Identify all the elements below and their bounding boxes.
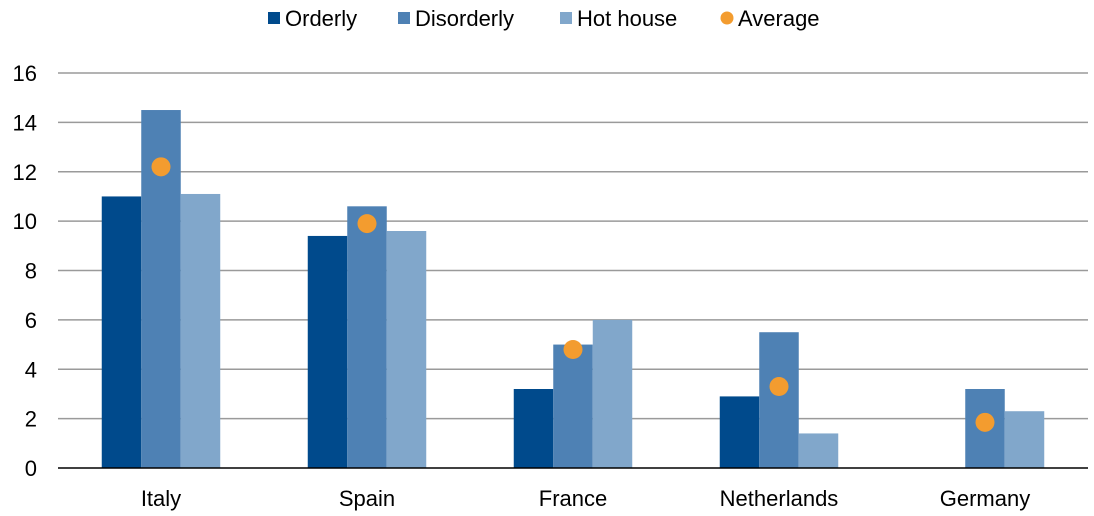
bar-orderly-italy <box>101 196 142 468</box>
bar-hot-house-netherlands <box>798 433 839 468</box>
average-point-italy <box>151 157 171 177</box>
bar-hot-house-germany <box>1004 411 1045 468</box>
y-tick-label: 14 <box>13 110 37 135</box>
x-axis: Italy Spain France Netherlands Germany <box>58 467 1088 511</box>
legend-swatch <box>720 11 734 25</box>
average-point-germany <box>975 412 995 432</box>
gridlines <box>58 72 1088 420</box>
legend-swatch <box>398 12 410 24</box>
bar-orderly-spain <box>307 235 348 468</box>
bar-orderly-france <box>513 389 554 468</box>
y-tick-label: 12 <box>13 160 37 185</box>
x-tick-label: Germany <box>940 486 1030 511</box>
legend-swatch <box>268 12 280 24</box>
y-tick-label: 10 <box>13 209 37 234</box>
y-tick-label: 6 <box>25 308 37 333</box>
bar-orderly-netherlands <box>719 396 760 468</box>
x-tick-label: Italy <box>141 486 181 511</box>
bar-hot-house-italy <box>180 193 221 468</box>
x-tick-label: Spain <box>339 486 395 511</box>
x-tick-label: France <box>539 486 607 511</box>
x-tick-label: Netherlands <box>720 486 839 511</box>
average-points <box>151 157 995 432</box>
bar-disorderly-france <box>553 344 593 468</box>
average-point-netherlands <box>769 377 789 397</box>
y-tick-label: 16 <box>13 61 37 86</box>
y-tick-label: 2 <box>25 407 37 432</box>
legend-label: Average <box>738 6 820 31</box>
legend-item-hot-house: Hot house <box>560 6 677 31</box>
bar-hot-house-spain <box>386 231 427 468</box>
average-point-france <box>563 340 583 359</box>
legend-label: Hot house <box>577 6 677 31</box>
bars <box>101 110 1045 468</box>
legend-swatch <box>560 12 572 24</box>
bar-disorderly-spain <box>347 206 387 468</box>
y-tick-label: 0 <box>25 456 37 481</box>
bar-disorderly-netherlands <box>759 332 799 468</box>
legend-item-orderly: Orderly <box>268 6 357 31</box>
y-axis: 0 2 4 6 8 10 12 14 16 <box>13 61 37 481</box>
legend-item-average: Average <box>720 6 820 31</box>
average-point-spain <box>357 214 377 234</box>
legend-item-disorderly: Disorderly <box>398 6 514 31</box>
bar-hot-house-france <box>592 319 633 468</box>
y-tick-label: 4 <box>25 357 37 382</box>
legend: Orderly Disorderly Hot house Average <box>268 6 820 31</box>
y-tick-label: 8 <box>25 259 37 284</box>
legend-label: Orderly <box>285 6 357 31</box>
legend-label: Disorderly <box>415 6 514 31</box>
